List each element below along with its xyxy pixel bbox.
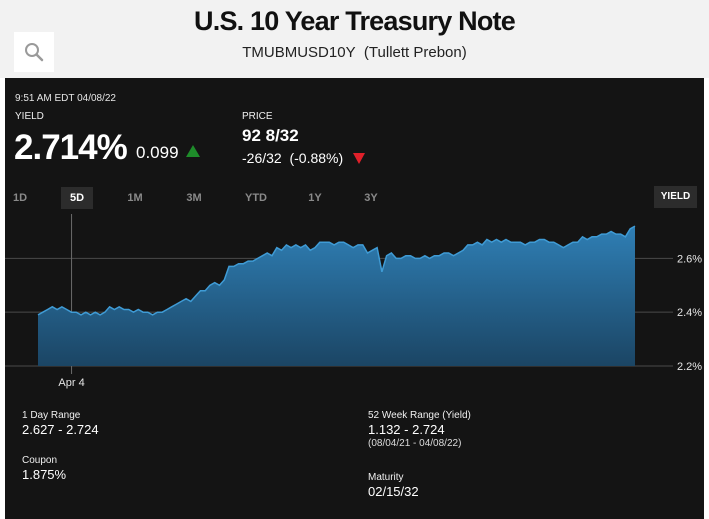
yield-area <box>38 226 635 366</box>
day-range-value: 2.627 - 2.724 <box>22 422 99 437</box>
yield-change: 0.099 <box>136 143 179 162</box>
ticker-subtitle: TMUBMUSD10Y (Tullett Prebon) <box>242 44 467 61</box>
search-icon <box>25 43 44 62</box>
price-change: -26/32 (-0.88%) <box>242 150 344 166</box>
page-title: U.S. 10 Year Treasury Note <box>194 6 516 36</box>
coupon-value: 1.875% <box>22 467 67 482</box>
tab-1d[interactable]: 1D <box>12 192 28 204</box>
yield-chart: 2.6% 2.4% 2.2% Apr 4 <box>5 214 702 389</box>
up-arrow-icon <box>186 145 200 157</box>
page-header: U.S. 10 Year Treasury Note TMUBMUSD10Y (… <box>0 0 709 78</box>
down-arrow-icon <box>353 153 365 164</box>
y-tick-label: 2.2% <box>677 361 702 373</box>
quote-timestamp: 9:51 AM EDT 04/08/22 <box>15 93 116 104</box>
maturity-label: Maturity <box>368 472 404 483</box>
x-tick-label: Apr 4 <box>58 377 84 389</box>
yield-label: YIELD <box>15 111 44 122</box>
week52-range-dates: (08/04/21 - 04/08/22) <box>368 438 462 449</box>
quote-panel: 9:51 AM EDT 04/08/22 YIELD 2.714% 0.099 … <box>5 78 704 519</box>
y-tick-label: 2.6% <box>677 253 702 265</box>
tab-yield-mode[interactable]: YIELD <box>654 186 697 208</box>
tab-3y[interactable]: 3Y <box>364 192 378 204</box>
coupon-label: Coupon <box>22 455 58 466</box>
day-range-label: 1 Day Range <box>22 410 81 421</box>
tab-1m[interactable]: 1M <box>127 192 143 204</box>
price-value: 92 8/32 <box>242 126 299 145</box>
tab-ytd[interactable]: YTD <box>245 192 267 204</box>
search-button[interactable] <box>14 32 54 72</box>
maturity-value: 02/15/32 <box>368 484 419 499</box>
tab-3m[interactable]: 3M <box>186 192 202 204</box>
tab-1y[interactable]: 1Y <box>308 192 322 204</box>
yield-value: 2.714% <box>14 128 128 167</box>
y-tick-label: 2.4% <box>677 307 702 319</box>
tab-5d[interactable]: 5D <box>61 187 93 209</box>
yield-line <box>37 225 636 316</box>
price-label: PRICE <box>242 111 273 122</box>
week52-range-label: 52 Week Range (Yield) <box>368 410 471 421</box>
week52-range-value: 1.132 - 2.724 <box>368 422 445 437</box>
